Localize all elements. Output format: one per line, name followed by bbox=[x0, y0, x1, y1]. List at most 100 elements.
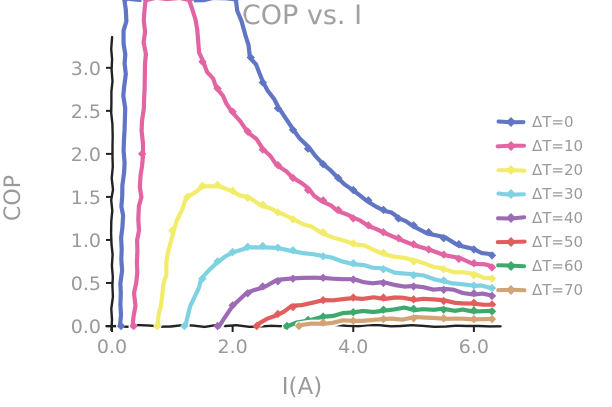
legend-item: ΔT=50 bbox=[495, 233, 583, 251]
diamond-marker bbox=[379, 293, 388, 302]
x-tick-label: 4.0 bbox=[338, 336, 368, 358]
diamond-marker bbox=[379, 265, 388, 274]
legend-diamond-marker bbox=[506, 165, 516, 175]
legend-label: ΔT=10 bbox=[532, 137, 583, 155]
legend-label: ΔT=60 bbox=[532, 257, 583, 275]
legend-label: ΔT=70 bbox=[532, 281, 583, 299]
x-tick-labels: 0.0 2.0 4.0 6.0 bbox=[97, 326, 489, 358]
diamond-marker bbox=[454, 240, 464, 249]
y-axis-label: COP bbox=[1, 175, 26, 221]
diamond-marker bbox=[469, 245, 479, 254]
diamond-marker bbox=[454, 254, 464, 264]
diamond-marker bbox=[198, 57, 207, 66]
diamond-marker bbox=[379, 227, 388, 237]
diamond-marker bbox=[409, 240, 418, 249]
diamond-marker bbox=[122, 0, 129, 4]
diamond-marker bbox=[142, 0, 149, 4]
diamond-marker bbox=[469, 289, 479, 298]
diamond-marker bbox=[318, 227, 328, 237]
y-tick-label: 0.5 bbox=[71, 273, 101, 295]
diamond-marker bbox=[228, 247, 237, 257]
legend: ΔT=0 ΔT=10 ΔT=20 ΔT=30 ΔT=40 ΔT=50 ΔT=60 ΔT=70 bbox=[495, 113, 583, 299]
diamond-marker bbox=[487, 307, 497, 316]
diamond-marker bbox=[409, 221, 418, 230]
diamond-marker bbox=[379, 278, 388, 288]
series-ΔT=50 bbox=[252, 293, 498, 331]
diamond-marker bbox=[198, 274, 207, 283]
x-tick-label: 2.0 bbox=[218, 336, 248, 358]
diamond-marker bbox=[349, 185, 358, 195]
diamond-marker bbox=[288, 302, 298, 312]
diamond-marker bbox=[487, 283, 497, 293]
diamond-marker bbox=[318, 273, 328, 283]
diamond-marker bbox=[409, 257, 418, 266]
diamond-marker bbox=[349, 308, 358, 317]
diamond-marker bbox=[409, 282, 418, 291]
diamond-marker bbox=[333, 205, 343, 215]
diamond-marker bbox=[258, 200, 267, 209]
series-ΔT=0 bbox=[116, 0, 497, 331]
diamond-marker bbox=[273, 160, 283, 170]
diamond-marker bbox=[213, 180, 222, 190]
legend-item: ΔT=20 bbox=[496, 161, 583, 179]
diamond-marker bbox=[246, 53, 255, 62]
diamond-marker bbox=[273, 309, 283, 319]
diamond-marker bbox=[469, 281, 479, 290]
diamond-marker bbox=[318, 312, 328, 321]
diamond-marker bbox=[273, 208, 283, 217]
diamond-marker bbox=[409, 314, 418, 323]
diamond-marker bbox=[303, 144, 313, 153]
diamond-marker bbox=[439, 276, 448, 285]
diamond-marker bbox=[409, 304, 418, 313]
diamond-marker bbox=[349, 316, 358, 326]
diamond-marker bbox=[487, 251, 497, 260]
legend-item: ΔT=0 bbox=[496, 113, 574, 131]
diamond-marker bbox=[198, 181, 207, 190]
diamond-marker bbox=[349, 293, 358, 302]
legend-label: ΔT=50 bbox=[532, 233, 583, 251]
diamond-marker bbox=[288, 246, 298, 255]
diamond-marker bbox=[439, 234, 448, 243]
series-ΔT=20 bbox=[153, 180, 497, 331]
legend-diamond-marker bbox=[506, 237, 516, 247]
y-tick-label: 3.0 bbox=[71, 58, 101, 80]
diamond-marker bbox=[318, 252, 328, 261]
diamond-marker bbox=[439, 250, 448, 259]
diamond-marker bbox=[243, 193, 252, 202]
diamond-marker bbox=[243, 289, 252, 298]
legend-diamond-marker bbox=[506, 141, 516, 151]
legend-diamond-marker bbox=[506, 285, 516, 295]
y-tick-label: 1.5 bbox=[71, 187, 101, 209]
series-ΔT=40 bbox=[213, 273, 497, 331]
diamond-marker bbox=[318, 318, 328, 327]
diamond-marker bbox=[318, 295, 328, 305]
diamond-marker bbox=[232, 0, 239, 4]
y-tick-label: 2.0 bbox=[71, 144, 101, 166]
diamond-marker bbox=[364, 196, 373, 205]
diamond-marker bbox=[258, 145, 267, 154]
diamond-marker bbox=[318, 196, 328, 205]
diamond-marker bbox=[379, 205, 388, 215]
diamond-marker bbox=[409, 295, 418, 304]
diamond-marker bbox=[180, 321, 189, 331]
diamond-marker bbox=[439, 296, 448, 306]
diamond-marker bbox=[213, 321, 222, 331]
legend-diamond-marker bbox=[506, 117, 516, 127]
diamond-marker bbox=[333, 173, 343, 183]
diamond-marker bbox=[439, 314, 448, 323]
diamond-marker bbox=[282, 321, 292, 331]
diamond-marker bbox=[243, 242, 252, 252]
legend-label: ΔT=0 bbox=[532, 113, 574, 131]
x-tick-label: 0.0 bbox=[97, 336, 127, 358]
series-ΔT=10 bbox=[128, 0, 497, 331]
diamond-marker bbox=[213, 84, 222, 93]
diamond-marker bbox=[228, 301, 237, 310]
legend-item: ΔT=40 bbox=[496, 209, 583, 227]
diamond-marker bbox=[228, 186, 237, 196]
diamond-marker bbox=[258, 241, 267, 251]
diamond-marker bbox=[258, 78, 267, 87]
y-tick-label: 2.5 bbox=[71, 101, 101, 123]
legend-item: ΔT=70 bbox=[496, 281, 583, 299]
